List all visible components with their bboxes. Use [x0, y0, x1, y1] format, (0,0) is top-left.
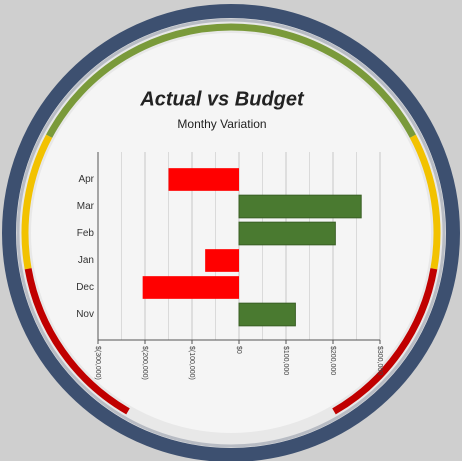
face: [31, 33, 431, 433]
x-tick-label: $100,000: [282, 346, 289, 375]
x-tick-label: $(200,000): [141, 346, 148, 380]
gauge-arc: [332, 268, 438, 415]
bar: [238, 194, 362, 219]
y-tick-label: Dec: [76, 282, 94, 293]
x-tick-label: $(100,000): [188, 346, 195, 380]
y-tick-label: Feb: [77, 228, 95, 239]
gauge-arc: [409, 134, 441, 270]
gauge-arc: [21, 134, 53, 270]
inner-ring: [16, 18, 446, 448]
bar: [168, 168, 239, 191]
y-tick-label: Nov: [76, 309, 94, 320]
chart-title: Actual vs Budget: [139, 88, 305, 110]
gauge-arc: [46, 23, 416, 138]
y-tick-label: Apr: [78, 174, 94, 185]
x-tick-label: $200,000: [329, 346, 336, 375]
bar: [238, 302, 296, 327]
bar: [238, 221, 336, 246]
bar: [205, 249, 239, 272]
x-tick-label: $(300,000): [94, 346, 101, 380]
x-tick-label: $300,000: [376, 346, 383, 375]
x-tick-label: $0: [235, 346, 242, 354]
y-tick-label: Mar: [77, 201, 95, 212]
chart-subtitle: Monthy Variation: [177, 117, 266, 131]
y-tick-label: Jan: [78, 255, 94, 266]
bar: [142, 276, 239, 299]
gauge-arcs: [21, 23, 441, 415]
gauge-arc: [24, 268, 130, 415]
